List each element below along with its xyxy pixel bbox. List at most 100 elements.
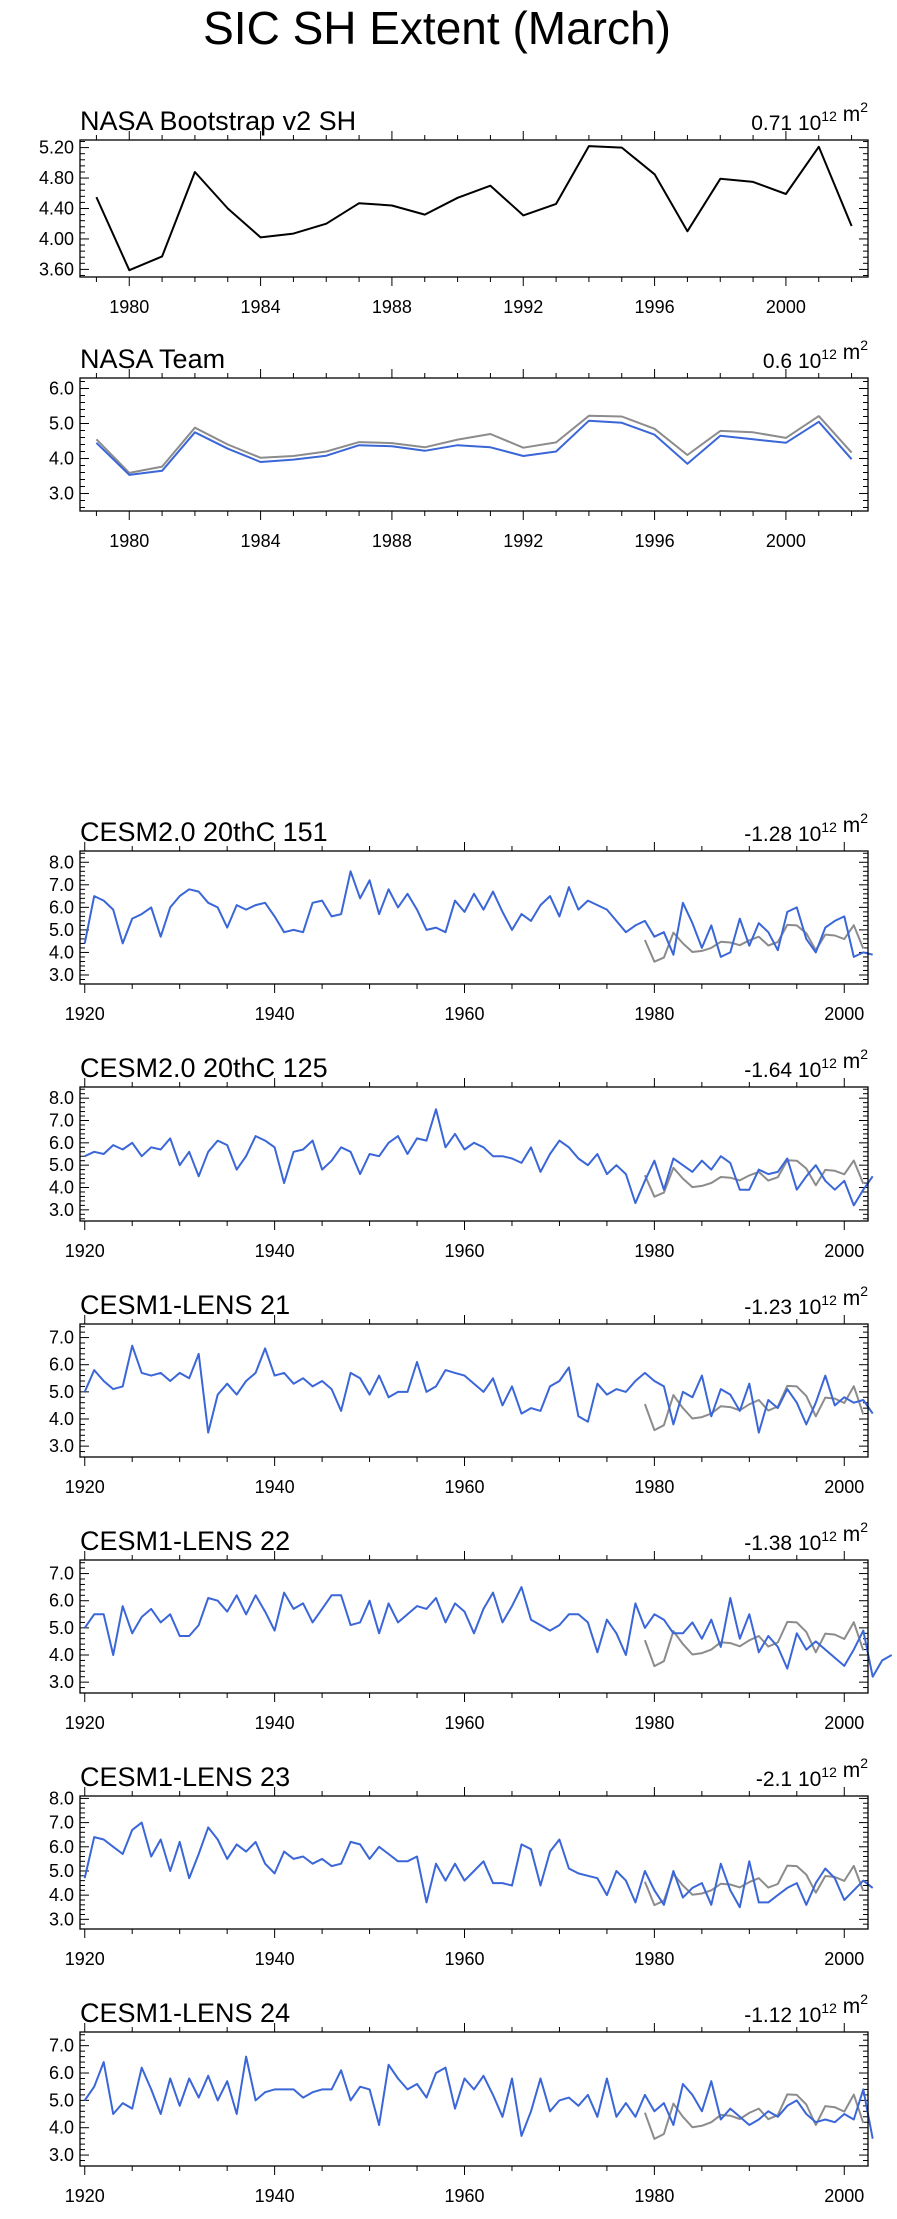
observation-reference-line — [95, 414, 853, 474]
y-tick-label: 6.0 — [49, 2063, 74, 2083]
x-tick-label: 1984 — [241, 297, 281, 317]
y-tick-label: 5.0 — [49, 920, 74, 940]
y-tick-label: 5.20 — [39, 138, 74, 158]
y-tick-label: 7.0 — [49, 1564, 74, 1584]
y-tick-label: 6.0 — [49, 1133, 74, 1153]
chart-panel: NASA Bootstrap v2 SH 0.71 1012 m2 3.60 4.00… — [39, 99, 869, 317]
x-tick-label: 2000 — [824, 1004, 864, 1024]
model-series-line — [83, 1344, 874, 1434]
model-series-line — [95, 419, 853, 476]
y-tick-label: 6.0 — [49, 1837, 74, 1857]
model-series-line — [84, 1108, 874, 1207]
x-tick-label: 1980 — [634, 1241, 674, 1261]
chart-panel: CESM1-LENS 24 -1.12 1012 m2 3.0 4.0 5.0 6.0 7.… — [49, 1991, 874, 2206]
y-tick-label: 6.0 — [49, 897, 74, 917]
y-tick-label: 3.0 — [49, 965, 74, 985]
y-tick-label: 4.0 — [49, 1178, 74, 1198]
y-tick-label: 3.0 — [49, 484, 74, 504]
observation-reference-line — [643, 923, 865, 963]
panel-title: CESM1-LENS 22 — [80, 1526, 290, 1556]
x-tick-label: 1960 — [444, 2186, 484, 2206]
x-tick-label: 1980 — [634, 2186, 674, 2206]
panel-title: CESM1-LENS 23 — [80, 1762, 290, 1792]
y-tick-label: 6.0 — [49, 379, 74, 399]
y-tick-label: 5.0 — [49, 2090, 74, 2110]
y-tick-label: 3.0 — [49, 1436, 74, 1456]
panel-title: NASA Bootstrap v2 SH — [80, 106, 356, 136]
panel-trend-value: -1.28 1012 m2 — [744, 810, 868, 846]
x-tick-label: 1940 — [255, 1241, 295, 1261]
y-tick-label: 5.0 — [49, 414, 74, 434]
plot-frame — [79, 1795, 869, 1930]
x-tick-label: 1980 — [109, 531, 149, 551]
y-tick-label: 4.0 — [49, 1409, 74, 1429]
x-tick-label: 1940 — [255, 1004, 295, 1024]
chart-panel: CESM2.0 20thC 151 -1.28 1012 m2 3.0 4.05.0 6… — [49, 810, 873, 1024]
y-tick-label: 4.0 — [49, 1885, 74, 1905]
y-tick-label: 8.0 — [49, 1788, 74, 1808]
panel-title: CESM2.0 20thC 125 — [80, 1053, 328, 1083]
y-tick-label: 3.0 — [49, 1672, 74, 1692]
plot-frame — [79, 1323, 869, 1458]
plot-frame — [79, 850, 869, 985]
y-tick-label: 3.0 — [49, 1909, 74, 1929]
y-tick-label: 7.0 — [49, 875, 74, 895]
panel-trend-value: -1.12 1012 m2 — [744, 1991, 868, 2027]
panel-trend-value: -2.1 1012 m2 — [756, 1755, 868, 1791]
y-tick-label: 4.40 — [39, 199, 74, 219]
panel-title: CESM1-LENS 21 — [80, 1290, 290, 1320]
plot-frame — [79, 1086, 869, 1222]
x-tick-label: 1920 — [65, 1241, 105, 1261]
plot-frame — [79, 377, 869, 512]
x-tick-label: 1960 — [444, 1241, 484, 1261]
observation-reference-line — [643, 1384, 865, 1432]
plot-frame — [79, 2031, 869, 2167]
y-tick-label: 4.0 — [49, 2118, 74, 2138]
x-tick-label: 1992 — [503, 297, 543, 317]
y-tick-label: 8.0 — [49, 1088, 74, 1108]
x-tick-label: 2000 — [824, 1241, 864, 1261]
y-tick-label: 3.0 — [49, 1200, 74, 1220]
x-tick-label: 1988 — [372, 297, 412, 317]
x-tick-label: 1992 — [503, 531, 543, 551]
y-tick-label: 7.0 — [49, 1328, 74, 1348]
x-tick-label: 1980 — [109, 297, 149, 317]
panel-trend-value: -1.38 1012 m2 — [744, 1519, 868, 1555]
chart-panel: CESM1-LENS 23 -2.1 1012 m2 3.0 4.0 5.0 6.0 7.0… — [49, 1755, 874, 1969]
x-tick-label: 1996 — [635, 531, 675, 551]
panel-trend-value: -1.64 1012 m2 — [744, 1046, 868, 1082]
x-tick-label: 1980 — [634, 1477, 674, 1497]
chart-panel: CESM2.0 20thC 125 -1.64 1012 m2 3.04.0 5.06… — [49, 1046, 874, 1261]
observation-reference-line — [643, 2093, 865, 2140]
x-tick-label: 1984 — [241, 531, 281, 551]
y-tick-label: 6.0 — [49, 1591, 74, 1611]
panel-trend-value: 0.6 1012 m2 — [763, 337, 868, 373]
y-tick-label: 4.0 — [49, 1645, 74, 1665]
x-tick-label: 2000 — [824, 1713, 864, 1733]
chart-panel: CESM1-LENS 21 -1.23 1012 m2 3.0 4.0 5.0 6.0 7.… — [49, 1283, 874, 1497]
y-tick-label: 4.0 — [49, 942, 74, 962]
x-tick-label: 1940 — [255, 2186, 295, 2206]
plot-frame — [79, 139, 869, 278]
x-tick-label: 1980 — [634, 1713, 674, 1733]
y-tick-label: 5.0 — [49, 1861, 74, 1881]
model-series-line — [83, 870, 873, 958]
x-tick-label: 1960 — [444, 1004, 484, 1024]
x-tick-label: 1940 — [255, 1713, 295, 1733]
panel-title: CESM1-LENS 24 — [80, 1998, 290, 2028]
x-tick-label: 1960 — [444, 1713, 484, 1733]
x-tick-label: 2000 — [824, 1477, 864, 1497]
observation-reference-line — [643, 1159, 865, 1198]
x-tick-label: 1920 — [65, 1713, 105, 1733]
panel-trend-value: -1.23 1012 m2 — [744, 1283, 868, 1319]
y-tick-label: 7.0 — [49, 1813, 74, 1833]
panel-title: NASA Team — [80, 344, 225, 374]
panel-title: CESM2.0 20thC 151 — [80, 817, 328, 847]
y-tick-label: 3.60 — [39, 259, 74, 279]
y-tick-label: 7.0 — [49, 1111, 74, 1131]
chart-panel: NASA Team 0.6 1012 m2 3.0 4.0 5.0 6.0 1980 1984… — [49, 337, 869, 551]
x-tick-label: 1920 — [65, 1004, 105, 1024]
y-tick-label: 7.0 — [49, 2036, 74, 2056]
x-tick-label: 1940 — [255, 1477, 295, 1497]
